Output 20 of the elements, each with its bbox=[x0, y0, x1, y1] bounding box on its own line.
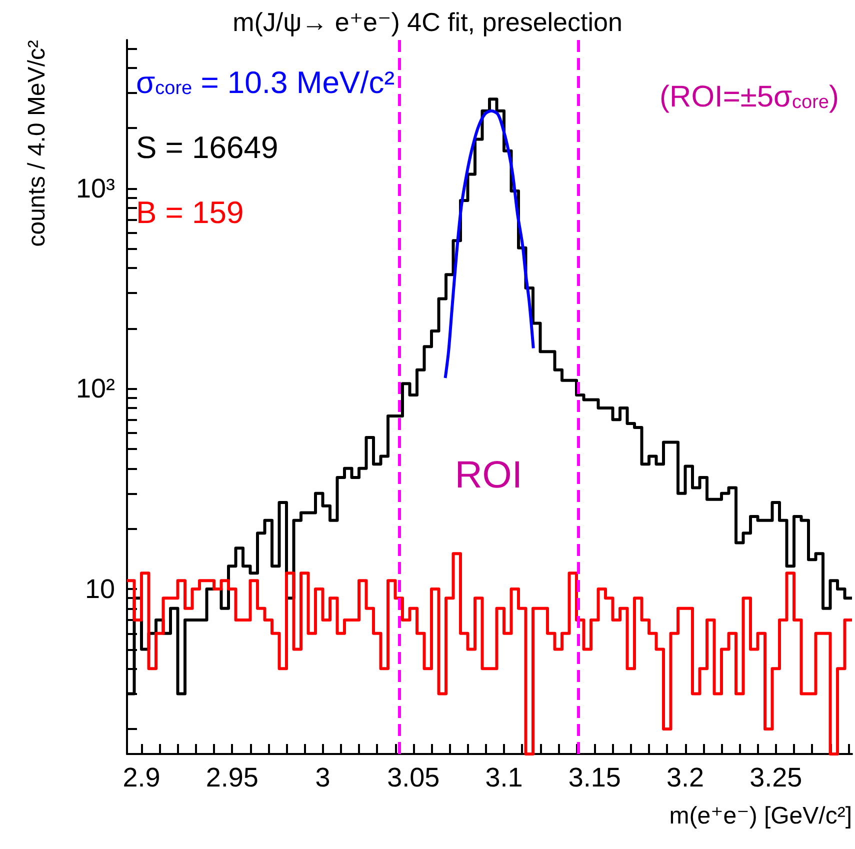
y-tick-label: 10² bbox=[76, 374, 115, 404]
annotation: ROI bbox=[454, 454, 522, 497]
x-tick-label: 2.9 bbox=[122, 762, 160, 792]
x-tick-label: 2.95 bbox=[206, 762, 258, 792]
x-tick-label: 3.25 bbox=[750, 762, 802, 792]
text: B = 159 bbox=[136, 195, 244, 230]
x-tick-label: 3.1 bbox=[485, 762, 523, 792]
y-tick-label: 10 bbox=[84, 574, 115, 604]
x-tick-label: 3.05 bbox=[387, 762, 440, 792]
y-axis-title: counts / 4.0 MeV/c² bbox=[24, 40, 50, 247]
line-series bbox=[444, 109, 535, 380]
y-tick-label: 10³ bbox=[76, 173, 115, 204]
x-tick-label: 3.15 bbox=[568, 762, 621, 792]
text: σcore = 10.3 MeV/c² bbox=[136, 65, 395, 100]
x-axis-title: m(e⁺e⁻) [GeV/c²] bbox=[669, 802, 852, 830]
chart-title: m(J/ψ→ e⁺e⁻) 4C fit, preselection bbox=[232, 7, 622, 37]
x-tick-label: 3.2 bbox=[666, 762, 704, 792]
x-tick-label: 3 bbox=[315, 762, 330, 792]
text: S = 16649 bbox=[136, 130, 278, 165]
annotation: (ROI=±5σcore) bbox=[660, 80, 840, 114]
